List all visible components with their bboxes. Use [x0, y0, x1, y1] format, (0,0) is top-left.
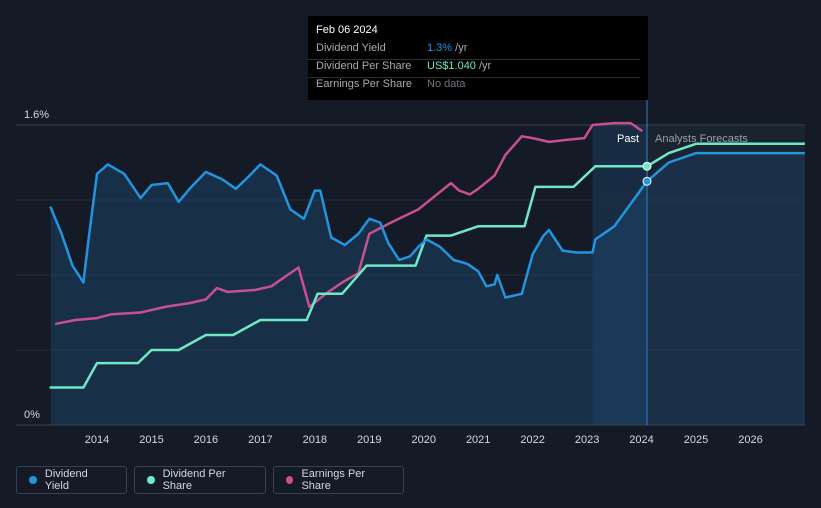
dividend-yield-line: [49, 163, 649, 299]
legend-dot: [286, 476, 294, 484]
x-tick-label: 2021: [466, 434, 490, 446]
tooltip-value: 1.3%: [427, 42, 453, 54]
legend-label: Earnings Per Share: [301, 468, 366, 492]
legend-dividend-per-share[interactable]: Dividend Per Share: [134, 466, 266, 494]
tooltip-separator: [308, 77, 640, 78]
series-lines: [49, 121, 805, 389]
legend-dot: [29, 476, 37, 484]
tooltip-row-dividend-yield: Dividend Yield 1.3% /yr: [316, 42, 636, 58]
tooltip-row-dividend-per-share: Dividend Per Share US$1.040 /yr: [316, 60, 636, 76]
dividend-yield-forecast-line: [646, 151, 805, 183]
earnings-per-share-line: [54, 121, 643, 326]
tooltip: Feb 06 2024 Dividend Yield 1.3% /yr Divi…: [308, 16, 648, 100]
dividend-yield-marker: [642, 176, 652, 186]
legend-label: Dividend Per Share: [162, 468, 226, 492]
gridlines: [16, 124, 805, 426]
x-tick-label: 2017: [248, 434, 272, 446]
dividend-per-share-forecast-line: [646, 142, 805, 168]
tooltip-label: Dividend Yield: [316, 42, 386, 54]
x-tick-label: 2022: [520, 434, 544, 446]
x-tick-label: 2015: [139, 434, 163, 446]
tooltip-row-earnings-per-share: Earnings Per Share No data: [316, 78, 636, 94]
area-fills: [50, 153, 805, 425]
legend-label: Dividend Yield: [44, 468, 88, 492]
dividend-per-share-marker: [642, 161, 652, 171]
y-axis-bottom-label: 0%: [24, 409, 40, 421]
tooltip-value: US$1.040: [427, 60, 476, 72]
x-tick-label: 2019: [357, 434, 381, 446]
dividend-yield-forecast-area: [647, 153, 805, 425]
x-tick-label: 2025: [684, 434, 708, 446]
tooltip-unit: /yr: [452, 42, 468, 54]
forecast-region-label: Analysts Forecasts: [655, 133, 748, 145]
tooltip-value: No data: [427, 78, 466, 90]
tooltip-unit: /yr: [475, 60, 492, 72]
x-tick-label: 2020: [411, 434, 435, 446]
tooltip-date: Feb 06 2024: [316, 24, 378, 36]
x-tick-label: 2018: [303, 434, 327, 446]
markers: [642, 161, 652, 186]
legend-earnings-per-share[interactable]: Earnings Per Share: [273, 466, 404, 494]
x-tick-label: 2024: [629, 434, 653, 446]
legend-dot: [147, 476, 155, 484]
tooltip-label: Dividend Per Share: [316, 60, 412, 72]
tooltip-label: Earnings Per Share: [316, 78, 412, 90]
dividend-yield-area: [50, 164, 647, 425]
x-tick-label: 2026: [738, 434, 762, 446]
x-tick-label: 2023: [575, 434, 599, 446]
legend-dividend-yield[interactable]: Dividend Yield: [16, 466, 127, 494]
y-axis-top-label: 1.6%: [24, 109, 49, 121]
dividend-per-share-line: [49, 165, 649, 389]
x-tick-label: 2016: [194, 434, 218, 446]
x-tick-label: 2014: [85, 434, 109, 446]
past-region-label: Past: [617, 133, 639, 145]
tooltip-separator: [308, 59, 640, 60]
x-axis-ticks: 2014 2015 2016 2017 2018 2019 2020 2021 2022 2023…: [85, 434, 763, 446]
